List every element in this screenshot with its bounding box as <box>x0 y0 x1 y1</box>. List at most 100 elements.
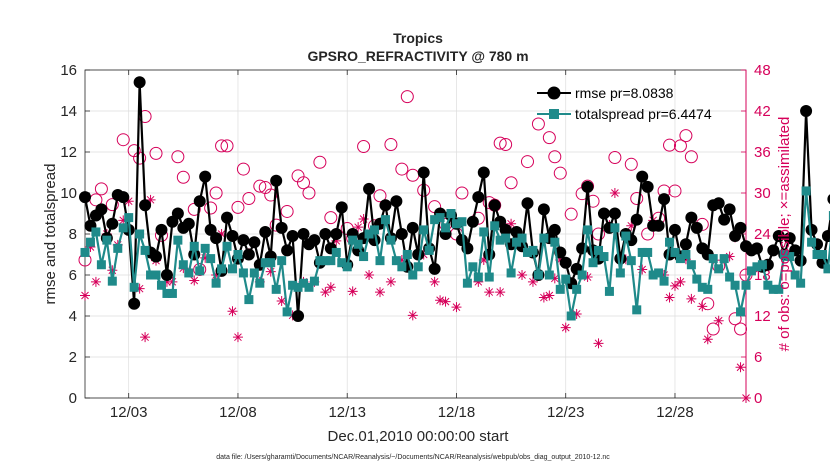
obs-assimilated-point <box>331 235 342 246</box>
rmse-point <box>150 250 163 263</box>
totalspread-point <box>271 284 281 294</box>
rmse-point <box>750 242 763 255</box>
totalspread-point <box>156 280 166 290</box>
y2-tick-label: 12 <box>754 308 771 325</box>
totalspread-point <box>96 260 106 270</box>
y-tick-label: 10 <box>60 185 77 202</box>
rmse-point <box>199 170 212 183</box>
obs-assimilated-point <box>85 241 96 252</box>
totalspread-point <box>774 284 784 294</box>
totalspread-point <box>823 264 830 274</box>
totalspread-point <box>255 278 265 288</box>
y-tick-label: 12 <box>60 144 77 161</box>
totalspread-point <box>473 272 483 282</box>
rmse-point <box>614 252 627 265</box>
obs-possible-point <box>499 137 513 151</box>
obs-assimilated-point <box>265 266 276 277</box>
totalspread-point <box>577 270 587 280</box>
obs-possible-point <box>264 188 278 202</box>
rmse-point <box>106 217 119 230</box>
totalspread-point <box>107 276 117 286</box>
rmse-point <box>477 166 490 179</box>
totalspread-point <box>129 282 139 292</box>
rmse-point <box>171 207 184 220</box>
totalspread-point <box>457 217 467 227</box>
obs-assimilated-point <box>495 287 506 298</box>
totalspread-point <box>752 262 762 272</box>
rmse-point <box>783 232 796 245</box>
obs-possible-point <box>242 191 256 205</box>
obs-assimilated-point <box>358 213 369 224</box>
totalspread-point <box>484 272 494 282</box>
totalspread-point <box>626 256 636 266</box>
totalspread-point <box>370 225 380 235</box>
y2-tick-label: 30 <box>754 185 771 202</box>
y-tick-label: 16 <box>60 62 77 79</box>
totalspread-point <box>462 278 472 288</box>
obs-possible-point <box>302 186 316 200</box>
totalspread-point <box>277 256 287 266</box>
totalspread-point <box>637 247 647 257</box>
obs-assimilated-point <box>686 293 697 304</box>
totalspread-point <box>397 262 407 272</box>
rmse-point <box>718 213 731 226</box>
totalspread-point <box>801 186 811 196</box>
totalspread-point <box>817 250 827 259</box>
totalspread-point <box>621 231 631 241</box>
totalspread-point <box>151 270 161 280</box>
obs-possible-point <box>564 207 578 221</box>
obs-possible-point <box>149 146 163 160</box>
obs-assimilated-point <box>549 273 560 284</box>
totalspread-point <box>266 258 276 268</box>
totalspread-point <box>681 250 691 259</box>
obs-assimilated-point <box>161 276 172 287</box>
totalspread-point <box>604 286 614 296</box>
obs-assimilated-point <box>232 332 243 343</box>
obs-possible-point <box>673 139 687 153</box>
obs-assimilated-point <box>189 275 200 286</box>
obs-assimilated-point <box>735 362 746 373</box>
totalspread-point <box>517 233 527 243</box>
obs-assimilated-point <box>675 276 686 287</box>
obs-assimilated-point <box>140 332 151 343</box>
totalspread-point <box>424 245 434 255</box>
totalspread-point <box>490 221 500 231</box>
x-tick-label: 12/28 <box>656 404 694 421</box>
rmse-point <box>685 211 698 224</box>
rmse-point <box>734 221 747 234</box>
totalspread-point <box>790 270 800 280</box>
totalspread-point <box>146 270 156 280</box>
obs-possible-series <box>78 90 753 336</box>
totalspread-point <box>648 270 658 280</box>
rmse-point <box>395 228 408 240</box>
obs-possible-point <box>231 200 245 214</box>
rmse-point <box>412 248 425 261</box>
totalspread-point <box>812 250 822 259</box>
rmse-point <box>690 221 703 234</box>
rmse-point <box>95 203 108 216</box>
totalspread-point <box>413 262 423 272</box>
obs-assimilated-point <box>517 270 528 280</box>
x-tick-label: 12/18 <box>438 404 476 421</box>
obs-possible-point <box>630 191 644 205</box>
rmse-point <box>767 244 780 257</box>
obs-assimilated-point <box>90 276 101 287</box>
rmse-point <box>292 310 305 322</box>
totalspread-point <box>244 295 254 305</box>
totalspread-point <box>320 256 330 266</box>
obs-possible-point <box>280 204 294 218</box>
totalspread-point <box>599 252 609 262</box>
obs-assimilated-point <box>364 270 375 280</box>
totalspread-point <box>550 237 560 247</box>
totalspread-point <box>654 268 664 278</box>
y-tick-label: 6 <box>69 267 77 284</box>
totalspread-point <box>479 227 489 237</box>
obs-assimilated-point <box>435 295 446 306</box>
rmse-point <box>559 256 572 269</box>
rmse-point <box>406 221 419 234</box>
totalspread-point <box>714 264 724 274</box>
totalspread-point <box>594 245 604 255</box>
rmse-point <box>226 230 239 243</box>
totalspread-point <box>364 229 374 239</box>
obs-assimilated-point <box>216 229 227 239</box>
